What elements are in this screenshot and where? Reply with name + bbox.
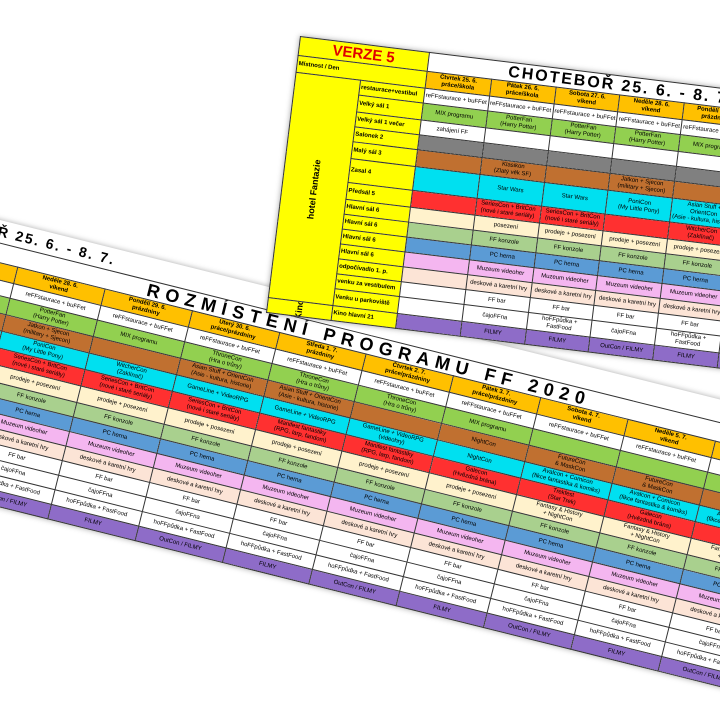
group-text: hotel Fantazie [305, 158, 323, 220]
group-text: Kino [292, 298, 306, 320]
